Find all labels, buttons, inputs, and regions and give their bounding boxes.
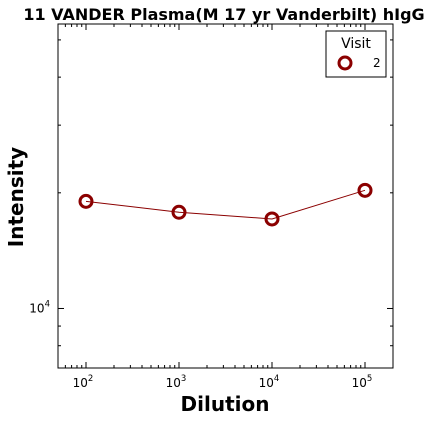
- data-point: [171, 204, 187, 220]
- series-line: [85, 189, 366, 220]
- y-axis-ticks: 104: [29, 299, 393, 315]
- x-axis-ticks: 102 103 104 105: [73, 24, 373, 390]
- x-tick-label: 104: [259, 374, 280, 390]
- data-point: [357, 182, 373, 198]
- legend-box: [325, 30, 387, 78]
- x-tick-label: 102: [73, 374, 94, 390]
- legend-title: Visit: [341, 36, 371, 52]
- x-tick-label: 105: [352, 374, 373, 390]
- plot-area: [57, 23, 394, 369]
- y-axis-label: Intensity: [4, 147, 28, 247]
- y-tick-label: 104: [29, 299, 50, 315]
- x-axis-label: Dilution: [181, 392, 270, 416]
- x-tick-label: 103: [166, 374, 187, 390]
- minor-ticks: [58, 24, 393, 368]
- legend-marker: [337, 55, 353, 71]
- legend-entry-label: 2: [373, 56, 381, 70]
- data-point: [78, 193, 94, 209]
- chart-title: 11 VANDER Plasma(M 17 yr Vanderbilt) hIg…: [23, 5, 424, 24]
- data-point: [264, 211, 280, 227]
- series-layer: [78, 182, 373, 227]
- legend: Visit 2: [325, 30, 387, 78]
